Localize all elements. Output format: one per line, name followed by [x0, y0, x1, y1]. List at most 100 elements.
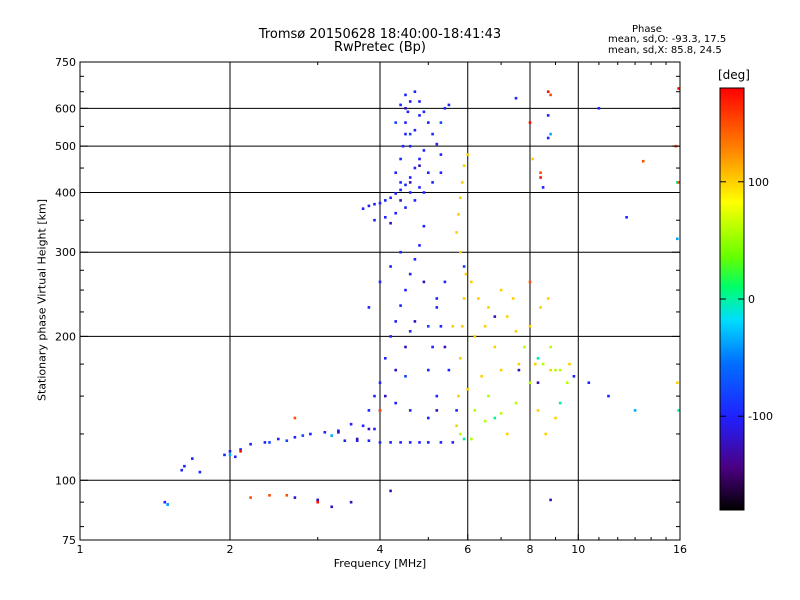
data-point: [439, 121, 443, 124]
y-tick-label: 750: [55, 56, 76, 69]
data-point: [323, 431, 327, 434]
data-point: [404, 107, 407, 110]
data-point: [355, 439, 359, 442]
data-point: [394, 368, 397, 372]
data-point: [384, 394, 387, 398]
data-point: [389, 489, 392, 493]
data-point: [399, 181, 402, 184]
data-point: [418, 157, 421, 161]
data-point: [451, 441, 455, 444]
data-point: [549, 132, 552, 136]
data-point: [435, 297, 439, 300]
data-point: [457, 394, 460, 398]
data-point: [443, 107, 447, 110]
data-point: [461, 325, 464, 328]
data-point: [408, 132, 412, 136]
data-point: [413, 199, 417, 202]
data-point: [487, 306, 490, 309]
data-point: [399, 188, 402, 192]
colorbar-ticks: 100 0 -100: [720, 176, 773, 423]
data-point: [493, 416, 497, 420]
data-point: [457, 213, 460, 216]
data-point: [499, 288, 503, 292]
data-point: [413, 90, 417, 93]
data-point: [528, 381, 532, 384]
data-point: [499, 412, 503, 415]
phase-stats-o: mean, sd,O: -93.3, 17.5: [608, 34, 727, 45]
data-point: [558, 401, 562, 405]
data-point: [422, 280, 426, 284]
data-point: [455, 409, 458, 412]
data-point: [378, 409, 382, 412]
data-point: [514, 96, 518, 100]
data-point: [499, 368, 503, 372]
data-point: [378, 201, 382, 205]
data-point: [166, 503, 169, 506]
data-point: [422, 224, 426, 228]
data-point: [487, 394, 490, 398]
data-point: [572, 375, 576, 378]
data-point: [367, 439, 371, 442]
data-point: [459, 357, 462, 360]
data-point: [413, 320, 417, 323]
data-point: [293, 496, 297, 499]
data-point: [477, 297, 480, 300]
data-point: [466, 153, 469, 156]
data-point: [505, 315, 509, 318]
data-point: [539, 176, 542, 179]
data-point: [373, 427, 376, 431]
data-point: [373, 202, 376, 206]
data-point: [268, 441, 271, 444]
chart-title: Tromsø 20150628 18:40:00-18:41:43: [258, 27, 502, 42]
data-point: [367, 427, 371, 431]
y-tick-label: 600: [55, 102, 76, 115]
data-point: [435, 409, 439, 412]
data-point: [330, 434, 333, 437]
data-point: [568, 362, 571, 366]
data-point: [462, 164, 466, 167]
data-point: [427, 416, 430, 420]
data-point: [361, 424, 365, 428]
data-point: [337, 429, 340, 432]
data-point: [239, 448, 242, 451]
data-point: [531, 157, 534, 161]
data-point: [367, 306, 371, 309]
y-axis-label: Stationary phase Virtual Height [km]: [35, 198, 49, 402]
data-point: [435, 394, 439, 398]
data-point: [389, 441, 392, 444]
data-point: [422, 149, 426, 152]
data-point: [361, 207, 365, 210]
data-point: [399, 250, 402, 254]
data-point: [459, 250, 462, 254]
data-point: [399, 304, 402, 307]
data-point: [505, 432, 509, 436]
data-point: [337, 431, 340, 434]
data-point: [404, 206, 407, 209]
x-tick-label: 8: [527, 543, 534, 556]
data-point: [239, 450, 242, 453]
data-point: [439, 325, 443, 328]
data-point: [549, 93, 552, 97]
data-point: [367, 204, 371, 208]
data-point: [268, 494, 271, 497]
data-point: [470, 437, 473, 441]
data-point: [528, 280, 532, 284]
data-point: [249, 496, 252, 499]
data-point: [447, 103, 451, 107]
phase-stats-x: mean, sd,X: 85.8, 24.5: [608, 45, 722, 56]
grid-lines: [80, 62, 680, 540]
y-tick-label: 75: [62, 534, 76, 547]
data-point: [464, 272, 468, 276]
data-point: [198, 470, 202, 474]
data-point: [439, 171, 443, 174]
data-point: [536, 409, 540, 412]
chart-subtitle: RwPretec (Bp): [333, 40, 427, 55]
data-point: [435, 142, 439, 146]
data-point: [408, 330, 412, 333]
data-point: [422, 110, 426, 114]
data-point: [413, 166, 417, 170]
data-point: [389, 335, 392, 338]
data-point: [404, 288, 407, 292]
data-point: [480, 375, 483, 378]
data-point: [607, 394, 610, 398]
